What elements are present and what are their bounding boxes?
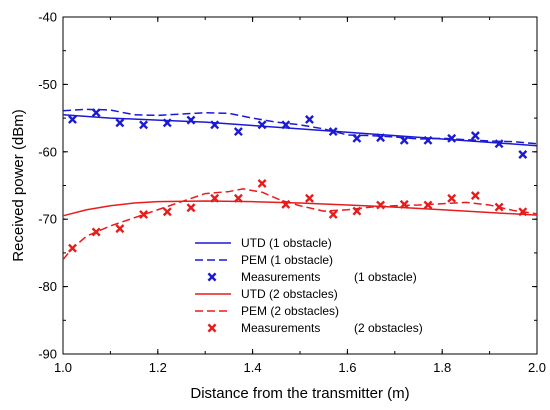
- x-axis: 1.0 1.2 1.4 1.6 1.8 2.0: [54, 17, 546, 375]
- series-2: [68, 108, 528, 159]
- y-axis: -90 -80 -70 -60 -50 -40: [38, 10, 537, 362]
- data-point: [139, 120, 149, 130]
- data-point: [470, 191, 480, 201]
- data-point: [281, 199, 291, 209]
- legend-label: Measurements: [241, 270, 320, 284]
- x-tick-label: 2.0: [528, 360, 546, 375]
- data-point: [305, 114, 314, 124]
- legend-marker: [207, 323, 217, 333]
- series-layer: [62, 108, 538, 261]
- data-point: [233, 127, 243, 137]
- data-point: [352, 206, 362, 216]
- data-point: [447, 193, 457, 203]
- data-point: [328, 210, 338, 219]
- data-point: [186, 115, 196, 125]
- legend-label-suffix: (1 obstacle): [354, 270, 417, 284]
- series-line: [62, 188, 538, 261]
- y-tick-label: -40: [38, 10, 57, 25]
- legend-label: PEM (2 obstacles): [241, 304, 339, 318]
- data-point: [494, 139, 504, 149]
- legend-item: PEM (1 obstacle): [195, 253, 333, 267]
- y-tick-label: -60: [38, 144, 57, 159]
- y-tick-label: -80: [38, 279, 57, 294]
- data-point: [494, 202, 504, 212]
- legend-label-suffix: (2 obstacles): [354, 321, 423, 335]
- data-point: [91, 227, 101, 237]
- data-point: [399, 135, 409, 145]
- x-tick-label: 1.0: [54, 360, 72, 375]
- data-point: [139, 210, 149, 219]
- x-tick-label: 1.6: [338, 360, 356, 375]
- data-point: [162, 118, 172, 128]
- y-axis-title: Received power (dBm): [10, 109, 27, 262]
- series-4: [62, 188, 538, 261]
- data-point: [399, 199, 409, 209]
- data-point: [186, 203, 196, 213]
- legend-item: Measurements (2 obstacles): [207, 321, 423, 335]
- data-point: [352, 133, 362, 143]
- legend-label: Measurements: [241, 321, 320, 335]
- data-point: [518, 150, 528, 159]
- data-point: [376, 200, 386, 210]
- legend: UTD (1 obstacle) PEM (1 obstacle) Measurem…: [195, 236, 423, 335]
- series-0: [62, 113, 538, 147]
- y-tick-label: -50: [38, 77, 57, 92]
- series-line: [62, 113, 538, 147]
- data-point: [162, 207, 172, 217]
- data-point: [210, 193, 220, 203]
- data-point: [233, 193, 243, 203]
- y-tick-label: -90: [38, 347, 57, 362]
- data-point: [423, 200, 433, 210]
- legend-label: UTD (1 obstacle): [241, 236, 332, 250]
- series-5: [68, 179, 528, 253]
- x-tick-label: 1.2: [149, 360, 167, 375]
- data-point: [257, 179, 267, 188]
- data-point: [518, 207, 528, 217]
- data-point: [210, 120, 220, 130]
- x-axis-title: Distance from the transmitter (m): [190, 385, 409, 402]
- x-tick-label: 1.8: [433, 360, 451, 375]
- legend-item: UTD (2 obstacles): [195, 287, 338, 301]
- x-tick-label: 1.4: [244, 360, 262, 375]
- legend-item: UTD (1 obstacle): [195, 236, 332, 250]
- series-1: [62, 108, 538, 145]
- data-point: [328, 127, 338, 137]
- data-point: [68, 243, 77, 253]
- data-point: [91, 108, 101, 118]
- data-point: [423, 135, 433, 145]
- data-point: [257, 120, 267, 130]
- data-point: [376, 133, 386, 143]
- legend-item: Measurements (1 obstacle): [207, 270, 417, 284]
- data-point: [115, 118, 125, 128]
- data-point: [470, 131, 480, 141]
- data-point: [447, 133, 457, 143]
- legend-label: UTD (2 obstacles): [241, 287, 338, 301]
- legend-item: PEM (2 obstacles): [195, 304, 339, 318]
- legend-marker: [207, 272, 217, 282]
- series-3: [62, 200, 538, 217]
- data-point: [68, 114, 77, 124]
- series-line: [62, 108, 538, 145]
- data-point: [115, 224, 125, 234]
- y-tick-label: -70: [38, 212, 57, 227]
- data-point: [281, 120, 291, 130]
- data-point: [305, 193, 314, 203]
- series-line: [62, 200, 538, 217]
- legend-label: PEM (1 obstacle): [241, 253, 333, 267]
